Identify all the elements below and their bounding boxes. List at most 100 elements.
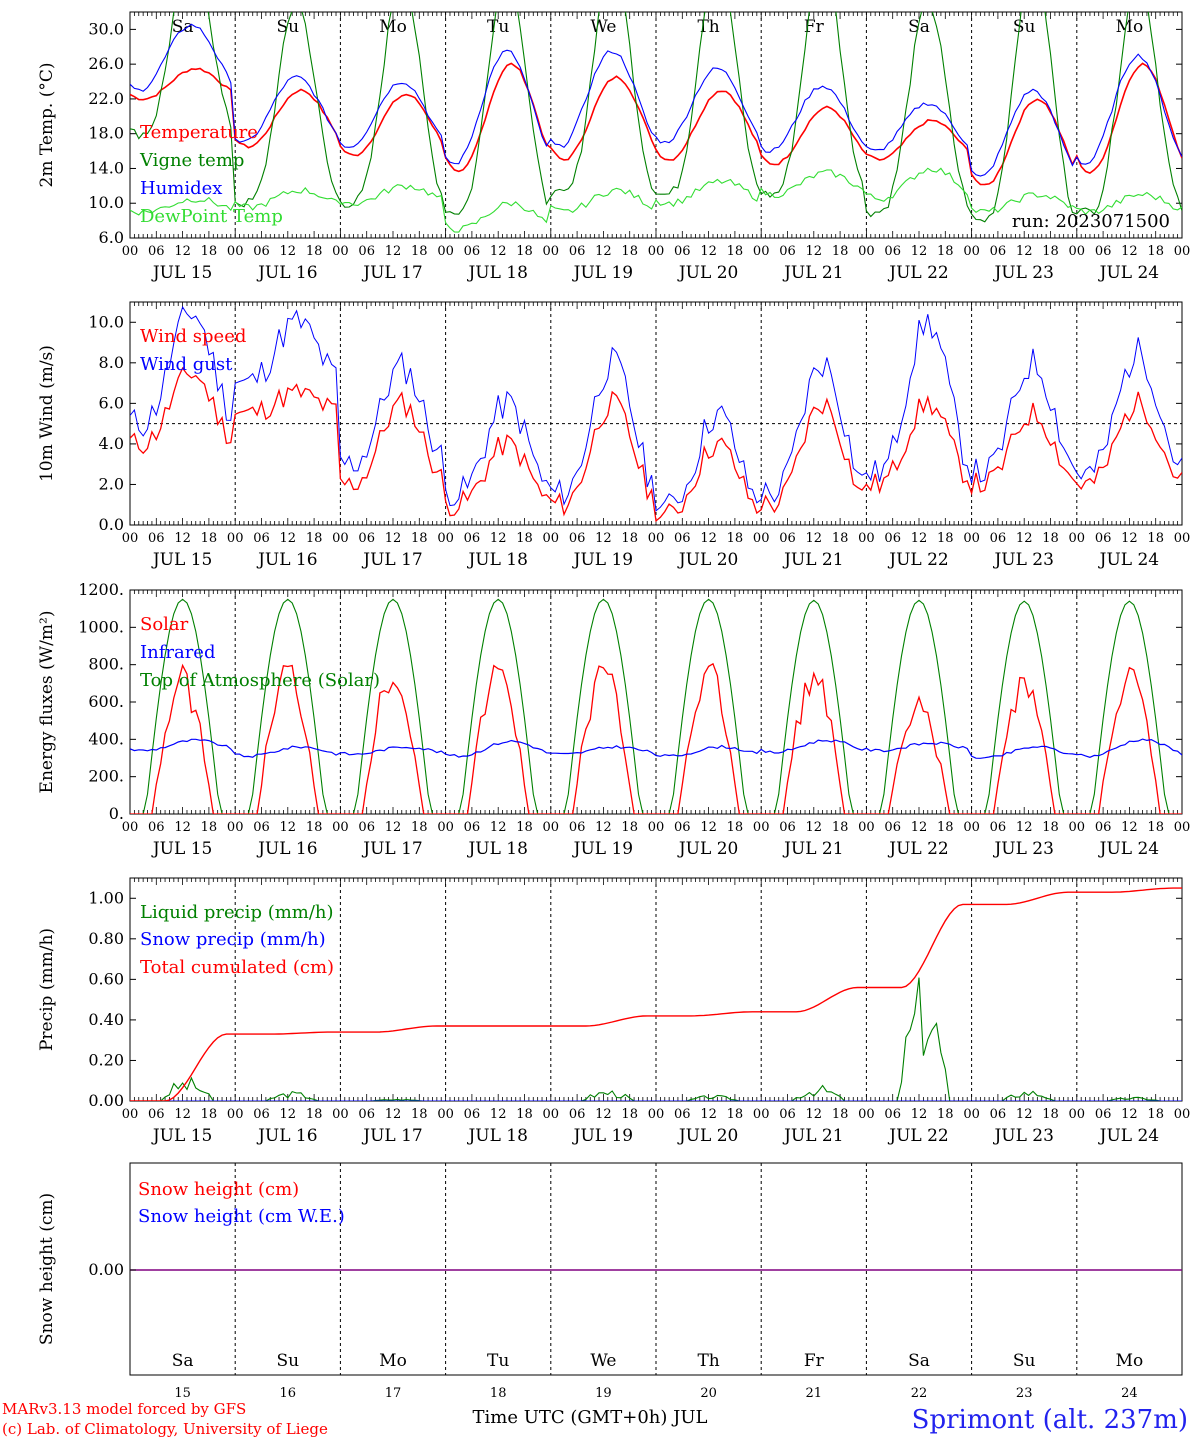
- day-label: JUL 16: [256, 263, 317, 283]
- hour-tick-label: 18: [937, 244, 954, 259]
- hour-tick-label: 06: [148, 531, 165, 546]
- y-tick-label: 30.0: [88, 19, 124, 38]
- day-label: JUL 24: [1098, 550, 1159, 570]
- day-number-label: 20: [700, 1386, 717, 1401]
- energy-series-group: [130, 598, 1182, 814]
- day-label: JUL 17: [361, 263, 422, 283]
- weekday-label: Tu: [487, 17, 509, 37]
- hour-tick-label: 00: [543, 531, 560, 546]
- hour-tick-label: 12: [700, 820, 717, 835]
- hour-tick-label: 00: [753, 531, 770, 546]
- hour-tick-label: 12: [806, 531, 823, 546]
- hour-tick-label: 12: [806, 1107, 823, 1122]
- hour-tick-label: 18: [1042, 531, 1059, 546]
- legend-entry: Snow precip (mm/h): [140, 929, 326, 950]
- hour-tick-label: 12: [174, 820, 191, 835]
- station-name: Sprimont (alt. 237m): [912, 1405, 1188, 1435]
- weekday-label: Fr: [804, 1351, 825, 1371]
- day-label: JUL 20: [677, 550, 738, 570]
- y-axis-label-temp: 2m Temp. (°C): [37, 62, 57, 187]
- y-tick-label: 1200.: [78, 580, 124, 599]
- day-label: JUL 19: [572, 839, 633, 859]
- hour-tick-label: 00: [963, 244, 980, 259]
- legend-entry: Temperature: [140, 122, 258, 143]
- panel-1: 00 06 12 18 00 06 12 18 00 06 12 18 00 06 12 18 00 06 12 18…: [37, 11, 1191, 283]
- y-tick-label: 4.0: [99, 434, 124, 453]
- y-tick-label: 0.80: [88, 929, 124, 948]
- y-tick-label: 1000.: [78, 617, 124, 636]
- day-label: JUL 18: [466, 1126, 527, 1146]
- hour-tick-label: 06: [253, 244, 270, 259]
- legend-entry: Top of Atmosphere (Solar): [140, 670, 380, 691]
- hour-tick-label: 00: [1174, 244, 1191, 259]
- hour-tick-label: 12: [595, 244, 612, 259]
- y-axis-label-precip: Precip (mm/h): [37, 928, 57, 1051]
- hour-tick-label: 00: [227, 820, 244, 835]
- hour-tick-label: 18: [516, 820, 533, 835]
- y-tick-label: 0.40: [88, 1010, 124, 1029]
- time-axis-label: Time UTC (GMT+0h) JUL: [473, 1407, 708, 1428]
- series-blue-line: [130, 23, 1182, 177]
- hour-tick-label: 12: [1121, 531, 1138, 546]
- day-label: JUL 23: [992, 839, 1053, 859]
- weekday-label: Mo: [379, 17, 407, 37]
- day-label: JUL 15: [151, 550, 212, 570]
- day-label: JUL 21: [782, 550, 843, 570]
- day-label: JUL 15: [151, 263, 212, 283]
- hour-tick-label: 00: [1069, 244, 1086, 259]
- hour-tick-label: 18: [1042, 244, 1059, 259]
- hour-tick-label: 06: [148, 820, 165, 835]
- weekday-label: Sa: [908, 17, 930, 37]
- hour-tick-label: 18: [1147, 531, 1164, 546]
- legend-entry: Infrared: [140, 642, 215, 663]
- hour-tick-label: 18: [306, 244, 323, 259]
- hour-tick-label: 18: [1147, 244, 1164, 259]
- hour-tick-label: 12: [806, 820, 823, 835]
- day-number-label: 17: [385, 1386, 402, 1401]
- day-label: JUL 15: [151, 1126, 212, 1146]
- hour-tick-label: 00: [227, 531, 244, 546]
- hour-tick-label: 00: [1174, 531, 1191, 546]
- y-tick-label: 800.: [88, 655, 124, 674]
- hour-tick-label: 18: [832, 1107, 849, 1122]
- y-tick-label: 14.0: [88, 158, 124, 177]
- hour-tick-label: 00: [332, 531, 349, 546]
- hour-tick-label: 12: [385, 244, 402, 259]
- day-label: JUL 17: [361, 550, 422, 570]
- hour-tick-label: 18: [832, 244, 849, 259]
- hour-tick-label: 18: [306, 531, 323, 546]
- hour-tick-label: 18: [516, 1107, 533, 1122]
- y-tick-label: 6.0: [99, 393, 124, 412]
- hour-tick-label: 12: [490, 244, 507, 259]
- day-label: JUL 17: [361, 839, 422, 859]
- y-tick-label: 0.20: [88, 1050, 124, 1069]
- hour-tick-label: 18: [727, 531, 744, 546]
- day-label: JUL 16: [256, 550, 317, 570]
- day-label: JUL 19: [572, 263, 633, 283]
- hour-tick-label: 18: [832, 531, 849, 546]
- hour-tick-label: 12: [490, 1107, 507, 1122]
- y-tick-label: 1.00: [88, 888, 124, 907]
- hour-tick-label: 00: [122, 531, 139, 546]
- hour-tick-label: 12: [174, 531, 191, 546]
- hour-tick-label: 12: [595, 1107, 612, 1122]
- panel-5: 0.00 Snow height (cm) Snow height (cm) Snow…: [37, 1162, 1183, 1401]
- wind-series-group: [130, 305, 1182, 523]
- hour-tick-label: 06: [569, 1107, 586, 1122]
- hour-tick-label: 12: [280, 1107, 297, 1122]
- day-label: JUL 21: [782, 263, 843, 283]
- y-axis-label-snow: Snow height (cm): [37, 1193, 57, 1345]
- day-label: JUL 16: [256, 1126, 317, 1146]
- hour-tick-label: 00: [227, 1107, 244, 1122]
- hour-tick-label: 06: [253, 1107, 270, 1122]
- legend-entry: DewPoint Temp: [140, 206, 283, 227]
- hour-tick-label: 18: [621, 244, 638, 259]
- day-label: JUL 22: [887, 1126, 948, 1146]
- panel-2: 00 06 12 18 00 06 12 18 00 06 12 18 00 06 12 18 00 06 12 18…: [37, 301, 1191, 570]
- hour-tick-label: 06: [990, 531, 1007, 546]
- series-lightgreen-line: [130, 167, 1182, 233]
- y-tick-label: 22.0: [88, 89, 124, 108]
- hour-tick-label: 18: [1042, 820, 1059, 835]
- hour-tick-label: 18: [411, 244, 428, 259]
- legend-entry: Total cumulated (cm): [140, 957, 334, 978]
